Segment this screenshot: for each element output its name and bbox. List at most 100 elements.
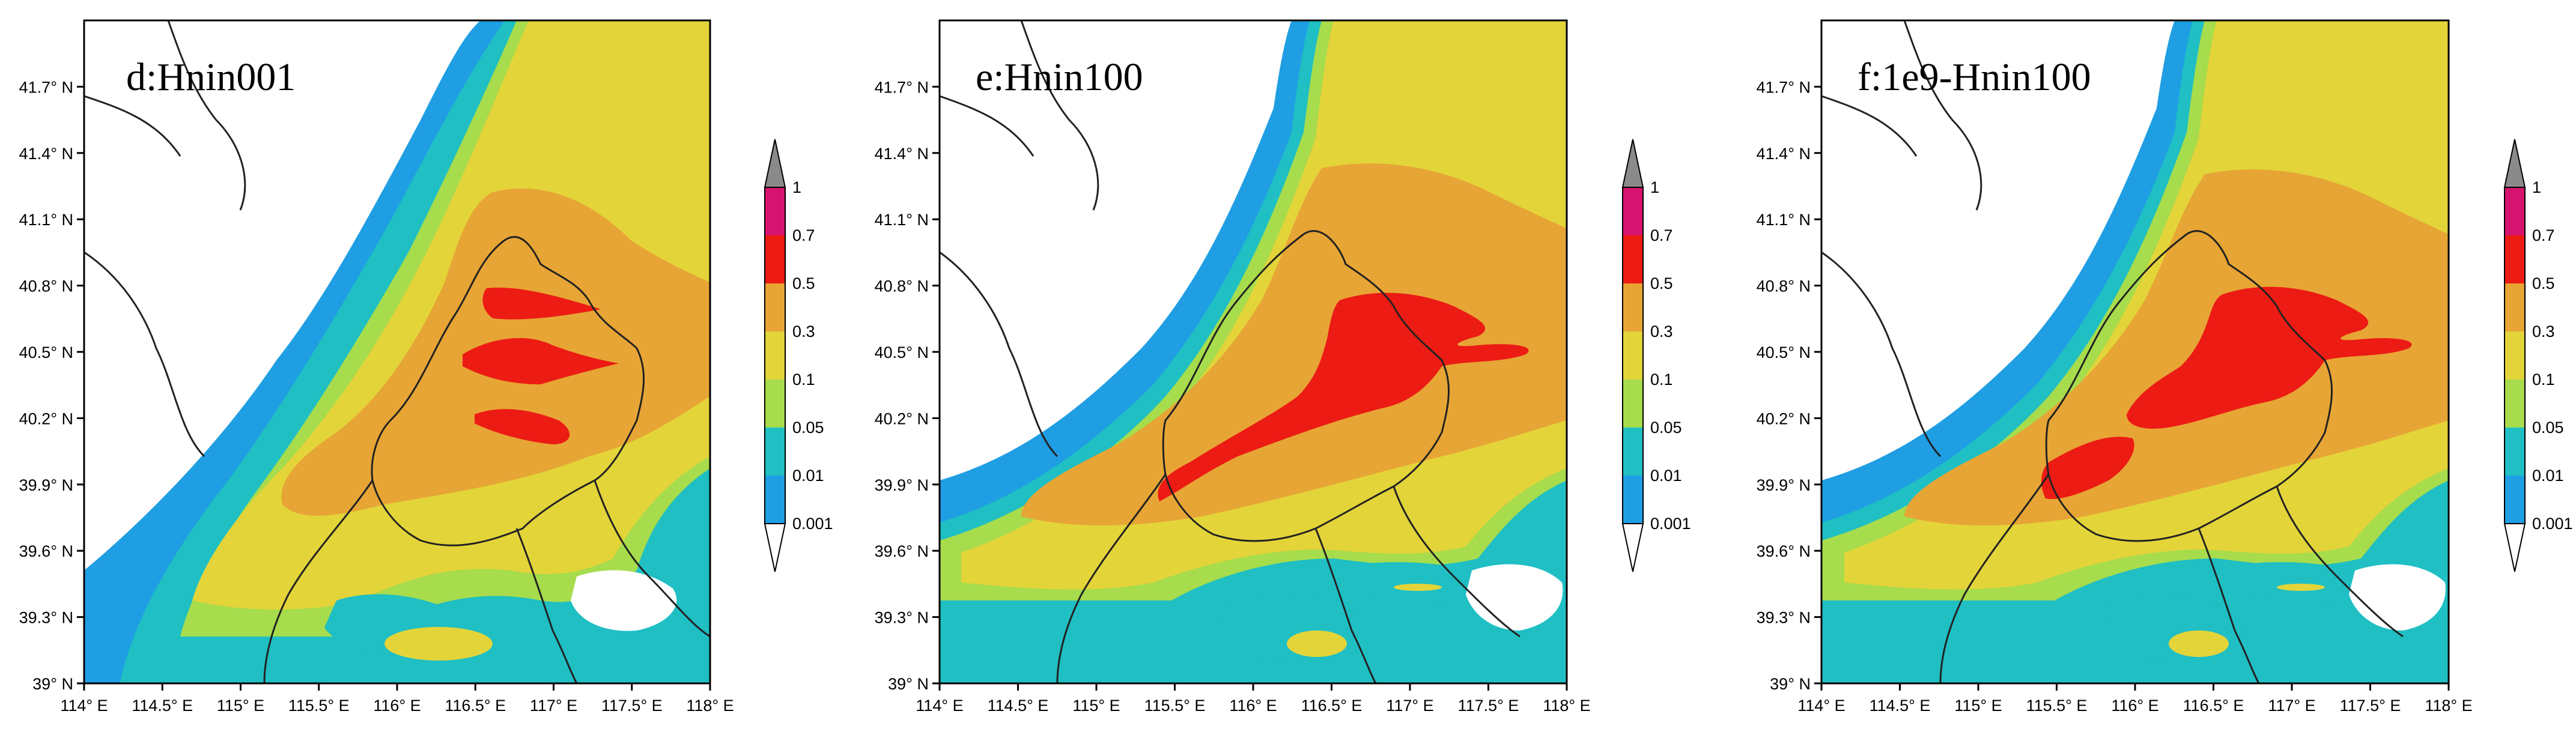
lon-tick-label: 115.5° E (1144, 697, 1206, 715)
panel-e-lat-ticks: 39° N 39.3° N 39.6° N 39.9° N 40.2° N 40.5° N… (875, 78, 940, 693)
contour-fill-07 (2041, 437, 2134, 499)
contour-fill-05 (1904, 169, 2449, 525)
lat-tick-label: 39.9° N (875, 476, 929, 494)
colorbar-label: 0.3 (792, 322, 815, 340)
colorbar-label: 0.5 (1650, 274, 1673, 292)
lat-tick-label: 39.9° N (19, 476, 73, 494)
colorbar-segment (765, 283, 785, 331)
colorbar-under-triangle (2503, 523, 2526, 572)
panel-d-lat-ticks: 39° N 39.3° N 39.6° N 39.9° N 40.2° N 40.5° N… (19, 78, 84, 693)
lat-tick-label: 39.6° N (875, 542, 929, 560)
colorbar-segment (1623, 428, 1643, 476)
lon-tick-label: 115° E (217, 697, 264, 715)
lon-tick-label: 117.5° E (601, 697, 663, 715)
colorbar-label: 1 (792, 178, 801, 196)
contour-fill-yellow-south (384, 627, 493, 661)
colorbar-label: 0.7 (792, 226, 815, 244)
colorbar-label: 0.1 (792, 371, 815, 389)
panel-f-lat-ticks: 39° N 39.3° N 39.6° N 39.9° N 40.2° N 40.5° N… (1757, 78, 1821, 693)
contour-fill-yellow-south-2 (1394, 584, 1442, 591)
colorbar-segment (2505, 187, 2525, 235)
lon-tick-label: 117° E (1386, 697, 1433, 715)
contour-fill-07 (2127, 286, 2412, 429)
lat-tick-label: 40.8° N (1757, 277, 1811, 295)
lat-tick-label: 41.4° N (1757, 145, 1811, 163)
colorbar-frame (1622, 187, 1644, 524)
admin-boundaries (1821, 20, 2404, 683)
lon-tick-label: 115.5° E (288, 697, 350, 715)
lon-tick-label: 116.5° E (2183, 697, 2244, 715)
lon-tick-label: 116.5° E (445, 697, 506, 715)
lon-tick-label: 118° E (2425, 697, 2472, 715)
panel-e-title: e:Hnin100 (976, 55, 1143, 99)
panel-d: d:Hnin001 39° N 39.3° N 39.6° N 39.9° N 40.2… (19, 19, 833, 715)
panel-e-contour-map (940, 20, 1567, 683)
lon-tick-label: 115° E (1954, 697, 2002, 715)
colorbar-segment (2505, 331, 2525, 380)
lon-tick-label: 117° E (530, 697, 577, 715)
white-region-northwest (84, 20, 433, 480)
colorbar-segment (1623, 476, 1643, 524)
lat-tick-label: 41.4° N (19, 145, 73, 163)
contour-fill-yellow-south-2 (2277, 584, 2325, 591)
panel-e-lon-ticks: 114° E 114.5° E 115° E 115.5° E 116° E 116.5°… (916, 683, 1591, 715)
lat-tick-label: 40.2° N (875, 410, 929, 428)
lat-tick-label: 41.1° N (19, 211, 73, 229)
colorbar-label: 1 (2532, 178, 2541, 196)
colorbar-segment (765, 331, 785, 380)
colorbar-segment (1623, 235, 1643, 283)
colorbar-label: 0.001 (1650, 515, 1691, 533)
colorbar-label: 0.05 (1650, 419, 1682, 437)
panel-f-title: f:1e9-Hnin100 (1858, 55, 2091, 99)
colorbar-segment (765, 187, 785, 235)
contour-fill-yellow-south (1287, 631, 1347, 657)
contour-fill-yellow-south (2169, 631, 2229, 657)
panel-f: f:1e9-Hnin100 39° N 39.3° N 39.6° N 39.9° N… (1757, 19, 2573, 715)
lon-tick-label: 115.5° E (2026, 697, 2088, 715)
lon-tick-label: 116.5° E (1301, 697, 1362, 715)
lat-tick-label: 39.6° N (1757, 542, 1811, 560)
lat-tick-label: 41.4° N (875, 145, 929, 163)
lat-tick-label: 40.5° N (875, 343, 929, 361)
colorbar-label: 0.01 (2532, 467, 2564, 485)
colorbar-label: 0.001 (2532, 515, 2573, 533)
colorbar-label: 0.01 (792, 467, 824, 485)
lat-tick-label: 41.7° N (19, 78, 73, 96)
colorbar-label: 0.05 (2532, 419, 2564, 437)
lat-tick-label: 40.5° N (1757, 343, 1811, 361)
lon-tick-label: 117° E (2268, 697, 2315, 715)
lon-tick-label: 114.5° E (988, 697, 1049, 715)
colorbar-label: 0.1 (1650, 371, 1673, 389)
lat-tick-label: 40.2° N (1757, 410, 1811, 428)
lat-tick-label: 39° N (888, 675, 929, 693)
lat-tick-label: 39.6° N (19, 542, 73, 560)
panel-f-contour-map (1821, 20, 2449, 683)
colorbar-label: 0.3 (1650, 322, 1673, 340)
contour-fill-05 (1021, 163, 1567, 525)
lat-tick-label: 39.3° N (875, 609, 929, 627)
colorbar-segment (1623, 380, 1643, 428)
lat-tick-label: 39° N (1770, 675, 1811, 693)
colorbar-label: 0.7 (1650, 226, 1673, 244)
lat-tick-label: 41.1° N (875, 211, 929, 229)
colorbar-under-triangle (764, 523, 786, 572)
admin-boundaries (940, 20, 1520, 683)
colorbar-label: 0.05 (792, 419, 824, 437)
panel-f-colorbar: 0.001 0.01 0.05 0.1 0.3 0.5 0.7 1 (2503, 139, 2573, 572)
colorbar-segment (765, 428, 785, 476)
panel-f-lon-ticks: 114° E 114.5° E 115° E 115.5° E 116° E 116.5°… (1797, 683, 2473, 715)
white-region-northwest (1821, 20, 2133, 420)
lat-tick-label: 40.2° N (19, 410, 73, 428)
lat-tick-label: 41.1° N (1757, 211, 1811, 229)
admin-boundaries (84, 20, 710, 683)
panel-e-colorbar: 0.001 0.01 0.05 0.1 0.3 0.5 0.7 1 (1621, 139, 1691, 572)
colorbar-segment (2505, 235, 2525, 283)
colorbar-segment (765, 476, 785, 524)
contour-fill-07 (1158, 292, 1529, 501)
lat-tick-label: 39.9° N (1757, 476, 1811, 494)
colorbar-frame (764, 187, 786, 524)
lat-tick-label: 39° N (32, 675, 73, 693)
colorbar-segment (2505, 380, 2525, 428)
lon-tick-label: 116° E (1229, 697, 1277, 715)
